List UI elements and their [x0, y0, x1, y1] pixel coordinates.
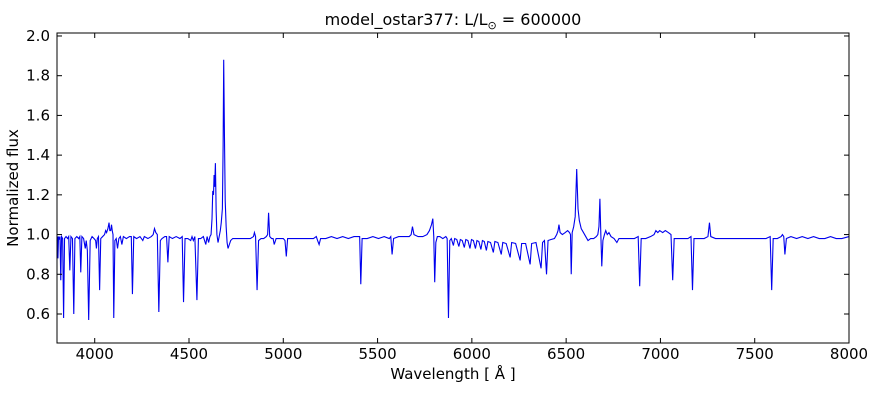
plot-frame [56, 32, 850, 344]
y-tick-label: 1.8 [26, 67, 50, 85]
x-tick-label: 4500 [170, 345, 208, 363]
x-axis-ticks: 4000 4500 5000 5500 6000 6500 7000 7500 8000 [76, 33, 868, 363]
solar-symbol: ⊙ [487, 19, 496, 32]
x-tick-label: 7500 [736, 345, 774, 363]
x-tick-label: 6500 [547, 345, 585, 363]
x-axis-label: Wavelength [ Å ] [390, 364, 515, 383]
y-tick-label: 1.6 [26, 106, 50, 124]
x-tick-label: 6000 [453, 345, 491, 363]
spectrum-line [56, 59, 850, 320]
y-tick-label: 1.2 [26, 186, 50, 204]
x-tick-label: 8000 [830, 345, 868, 363]
y-tick-label: 1.4 [26, 146, 50, 164]
x-tick-label: 4000 [76, 345, 114, 363]
y-tick-label: 1.0 [26, 226, 50, 244]
y-tick-label: 0.8 [26, 265, 50, 283]
chart-title-value: = 600000 [497, 10, 582, 29]
x-tick-label: 7000 [641, 345, 679, 363]
chart-title-main: model_ostar377: L/L [325, 10, 488, 30]
chart-title: model_ostar377: L/L⊙ = 600000 [325, 10, 582, 32]
x-tick-label: 5500 [358, 345, 396, 363]
y-axis-ticks: 0.6 0.8 1.0 1.2 1.4 1.6 1.8 2.0 [26, 27, 849, 323]
y-axis-label: Normalized flux [4, 129, 22, 247]
x-tick-label: 5000 [264, 345, 302, 363]
y-tick-label: 2.0 [26, 27, 50, 45]
y-tick-label: 0.6 [26, 305, 50, 323]
